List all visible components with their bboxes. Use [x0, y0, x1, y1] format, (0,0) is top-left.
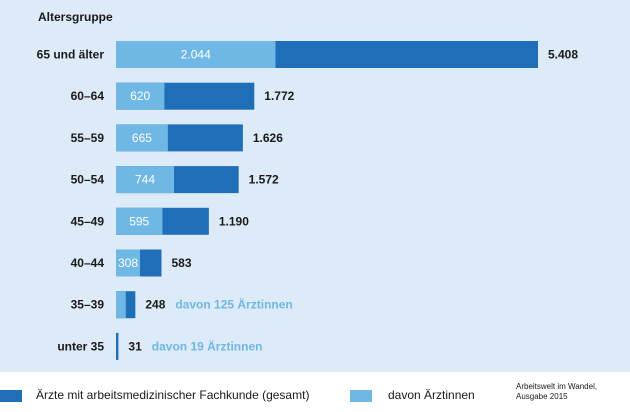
bar-total-value-label: 1.626 [253, 131, 283, 145]
legend-swatch-total [0, 390, 22, 402]
bar-female [116, 82, 165, 110]
bar-female-value-label: 2.044 [181, 48, 211, 62]
bar-female [116, 166, 175, 194]
bar-female-value-label: 665 [132, 131, 152, 145]
bar-female [116, 207, 163, 235]
legend-label-female: davon Ärztinnen [388, 388, 475, 402]
bar-female-value-label: 620 [130, 89, 150, 103]
bar-chart: 65 und älter 2.044 5.408 60–64 620 1.772 55–59… [37, 41, 578, 360]
bar-female-value-label: 308 [118, 256, 138, 270]
axis-title: Altersgruppe [38, 10, 113, 24]
bar-total-value-label: 1.772 [264, 89, 294, 103]
bar-total-value-label: 1.190 [219, 214, 249, 228]
bar-female [116, 41, 276, 68]
bar-female [116, 124, 168, 152]
bar-total-value-label: 583 [171, 256, 191, 270]
female-count-note: davon 125 Ärztinnen [175, 297, 292, 312]
legend-label-total: Ärzte mit arbeitsmedizinischer Fachkunde… [36, 388, 310, 402]
category-label: 35–39 [71, 298, 105, 312]
chart-panel: Altersgruppe 65 und älter 2.044 5.408 60–64… [0, 0, 630, 372]
bar-total [116, 332, 119, 360]
bar-female [116, 249, 141, 277]
legend: Ärzte mit arbeitsmedizinischer Fachkunde… [0, 372, 630, 412]
bar-female [116, 291, 126, 319]
source-note: Arbeitswelt im Wandel, Ausgabe 2015 [516, 382, 597, 402]
category-label: 40–44 [71, 256, 105, 270]
category-label: unter 35 [57, 339, 104, 353]
source-line-1: Arbeitswelt im Wandel, [516, 382, 598, 391]
category-label: 60–64 [71, 89, 105, 103]
bar-total-value-label: 1.572 [249, 173, 279, 187]
bar-total-value-label: 31 [128, 339, 142, 353]
category-label: 55–59 [71, 131, 105, 145]
bar-female-value-label: 595 [129, 214, 149, 228]
source-line-2: Ausgabe 2015 [516, 392, 568, 401]
bar-female-value-label: 744 [135, 173, 155, 187]
female-count-note: davon 19 Ärztinnen [152, 338, 263, 353]
category-label: 45–49 [71, 214, 105, 228]
category-label: 65 und älter [37, 48, 105, 62]
category-label: 50–54 [71, 173, 105, 187]
bar-total-value-label: 248 [145, 298, 165, 312]
legend-swatch-female [350, 390, 372, 402]
bar-total-value-label: 5.408 [548, 48, 578, 62]
